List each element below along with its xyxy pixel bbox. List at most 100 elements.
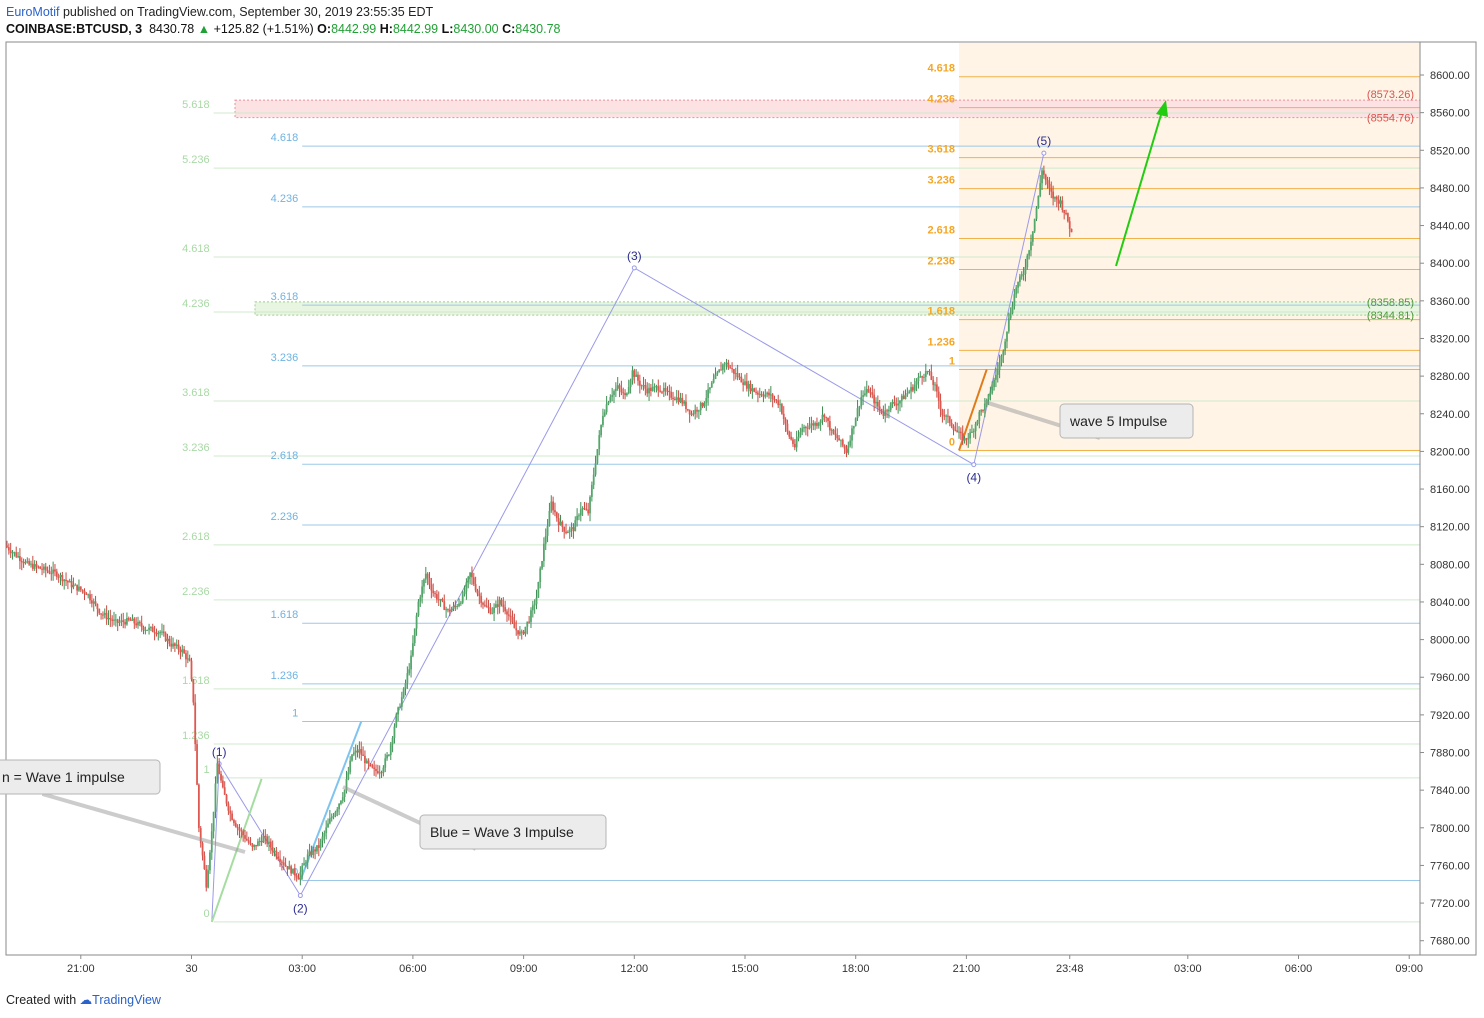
candle-body — [268, 841, 270, 844]
candle-body — [330, 817, 333, 819]
candle-body — [144, 629, 147, 631]
candle-body — [590, 484, 593, 497]
candle-body — [96, 604, 99, 610]
candle-body — [1002, 350, 1005, 356]
candle-body — [723, 363, 726, 365]
candle-body — [749, 383, 752, 392]
candle-body — [996, 370, 999, 375]
tradingview-link[interactable]: TradingView — [92, 993, 161, 1007]
fib-orange-label: 4.618 — [927, 63, 955, 75]
fib-blue-label: 2.236 — [271, 511, 299, 523]
low-label: L: — [441, 22, 454, 36]
candle-body — [520, 631, 523, 633]
candle-body — [249, 842, 252, 844]
candle-body — [46, 570, 49, 572]
candle-body — [406, 673, 409, 684]
x-tick-label: 30 — [185, 963, 197, 975]
candle-body — [229, 810, 232, 814]
candle-body — [801, 428, 804, 432]
candle-body — [1044, 174, 1047, 181]
candle-body — [483, 604, 486, 606]
fib-green-label: 1.618 — [182, 675, 210, 687]
candle-body — [408, 669, 411, 674]
candle-body — [166, 638, 169, 641]
candle-body — [589, 496, 591, 514]
candle-body — [777, 400, 780, 406]
author-link[interactable]: EuroMotif — [6, 5, 60, 19]
candle-body — [764, 394, 767, 397]
candle-body — [258, 840, 261, 842]
fib-orange-label: 2.236 — [927, 256, 955, 268]
candle-body — [784, 418, 787, 424]
fib-orange-label: 4.236 — [927, 94, 955, 106]
candle-body — [519, 631, 521, 635]
candle-body — [919, 376, 922, 378]
candle-body — [823, 414, 826, 417]
candle-body — [63, 579, 66, 582]
y-tick-label: 8520.00 — [1430, 145, 1470, 157]
candle-body — [830, 429, 833, 431]
candle-body — [904, 394, 907, 400]
target-arrow-line — [1115, 107, 1164, 267]
candle-body — [714, 374, 717, 380]
candle-body — [1019, 276, 1021, 283]
candle-body — [1020, 274, 1023, 277]
symbol-line: COINBASE:BTCUSD, 3 8430.78 ▲ +125.82 (+1… — [6, 22, 560, 36]
candle-body — [1015, 287, 1018, 295]
candle-body — [362, 754, 364, 756]
candle-body — [699, 402, 702, 411]
candle-body — [127, 618, 130, 620]
candle-body — [526, 621, 529, 627]
candle-body — [880, 408, 883, 413]
candle-body — [66, 581, 69, 583]
candle-body — [450, 609, 453, 612]
candle-body — [378, 772, 381, 774]
candle-body — [945, 415, 948, 417]
candle-body — [832, 429, 835, 434]
y-tick-label: 8440.00 — [1430, 221, 1470, 233]
fib-blue-label: 4.618 — [271, 132, 299, 144]
candle-body — [947, 415, 949, 417]
candle-body — [747, 383, 750, 389]
candle-body — [68, 581, 71, 583]
candle-body — [600, 424, 602, 436]
candle-body — [504, 607, 507, 612]
candle-body — [1054, 196, 1056, 199]
y-tick-label: 8200.00 — [1430, 446, 1470, 458]
candle-body — [1013, 294, 1016, 307]
candle-body — [817, 423, 820, 426]
candle-body — [535, 597, 538, 605]
x-tick-label: 23:48 — [1056, 963, 1084, 975]
candle-body — [810, 423, 813, 426]
candle-body — [306, 854, 309, 863]
candle-body — [587, 509, 590, 514]
candle-body — [452, 606, 455, 610]
price-tag-label: (8358.85) — [1367, 297, 1414, 309]
candle-body — [308, 851, 311, 855]
candle-body — [102, 614, 104, 616]
candle-body — [194, 702, 197, 745]
candle-body — [364, 755, 366, 764]
candle-body — [92, 601, 95, 604]
candle-body — [314, 849, 317, 852]
fib-blue-label: 1 — [292, 707, 298, 719]
candle-body — [910, 387, 912, 392]
candle-body — [710, 382, 713, 388]
candle-body — [513, 622, 516, 629]
candle-body — [598, 435, 601, 450]
candle-body — [616, 385, 619, 389]
candle-body — [854, 418, 857, 427]
fib-blue-label: 3.236 — [271, 352, 299, 364]
candle-body — [745, 381, 748, 389]
candle-body — [273, 850, 276, 852]
fib-orange-label: 0 — [949, 436, 955, 448]
candle-body — [576, 515, 579, 521]
candle-body — [301, 865, 304, 873]
wave-point — [297, 893, 303, 899]
candle-body — [836, 435, 839, 439]
candle-body — [487, 606, 490, 609]
candle-body — [838, 438, 840, 441]
candle-body — [33, 564, 36, 569]
candle-body — [234, 823, 237, 827]
